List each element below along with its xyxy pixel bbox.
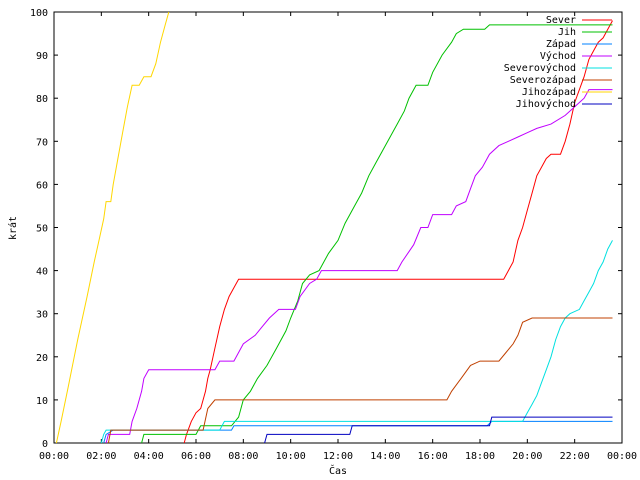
x-tick-label: 20:00 — [512, 451, 542, 462]
x-tick-label: 00:00 — [39, 451, 69, 462]
series-lines — [55, 11, 613, 444]
legend-label: Jihovýchod — [516, 98, 576, 110]
legend-label: Severozápad — [510, 74, 576, 86]
x-tick-label: 22:00 — [560, 451, 590, 462]
x-axis-label: Čas — [329, 464, 347, 477]
y-tick-label: 70 — [36, 137, 48, 148]
series-line — [55, 11, 170, 444]
y-tick-labels: 0 10 20 30 40 50 60 70 80 90 100 — [30, 8, 48, 450]
y-tick-label: 40 — [36, 267, 48, 278]
y-tick-label: 80 — [36, 94, 48, 105]
x-tick-label: 00:00 — [607, 451, 637, 462]
series-line — [141, 24, 613, 444]
y-tick-label: 20 — [36, 353, 48, 364]
series-line — [100, 240, 613, 444]
x-tick-labels: 00:00 02:00 04:00 06:00 08:00 10:00 12:00 14:00… — [39, 451, 637, 462]
x-tick-label: 16:00 — [418, 451, 448, 462]
x-tick-label: 04:00 — [134, 451, 164, 462]
y-tick-label: 10 — [36, 396, 48, 407]
y-tick-label: 50 — [36, 224, 48, 235]
x-tick-label: 06:00 — [181, 451, 211, 462]
x-tick-label: 10:00 — [276, 451, 306, 462]
series-line — [264, 416, 613, 444]
axis-ticks — [53, 11, 623, 444]
y-tick-label: 0 — [42, 439, 48, 450]
legend: SeverJihZápadVýchodSeverovýchodSeverozáp… — [504, 15, 612, 110]
series-line — [107, 317, 613, 444]
x-tick-label: 12:00 — [323, 451, 353, 462]
series-line — [103, 420, 613, 444]
x-tick-label: 14:00 — [370, 451, 400, 462]
legend-label: Jih — [558, 27, 576, 38]
legend-label: Východ — [540, 50, 576, 62]
y-tick-label: 100 — [30, 8, 48, 19]
series-line — [105, 89, 613, 444]
x-tick-label: 08:00 — [228, 451, 258, 462]
x-tick-label: 02:00 — [86, 451, 116, 462]
y-axis-label: krát — [7, 216, 19, 240]
y-tick-label: 30 — [36, 310, 48, 321]
x-tick-label: 18:00 — [465, 451, 495, 462]
legend-label: Jihozápad — [522, 86, 576, 98]
legend-label: Západ — [546, 38, 576, 50]
series-line — [183, 20, 613, 444]
y-tick-label: 60 — [36, 180, 48, 191]
legend-label: Severovýchod — [504, 62, 576, 74]
y-tick-label: 90 — [36, 51, 48, 62]
legend-label: Sever — [546, 15, 576, 26]
